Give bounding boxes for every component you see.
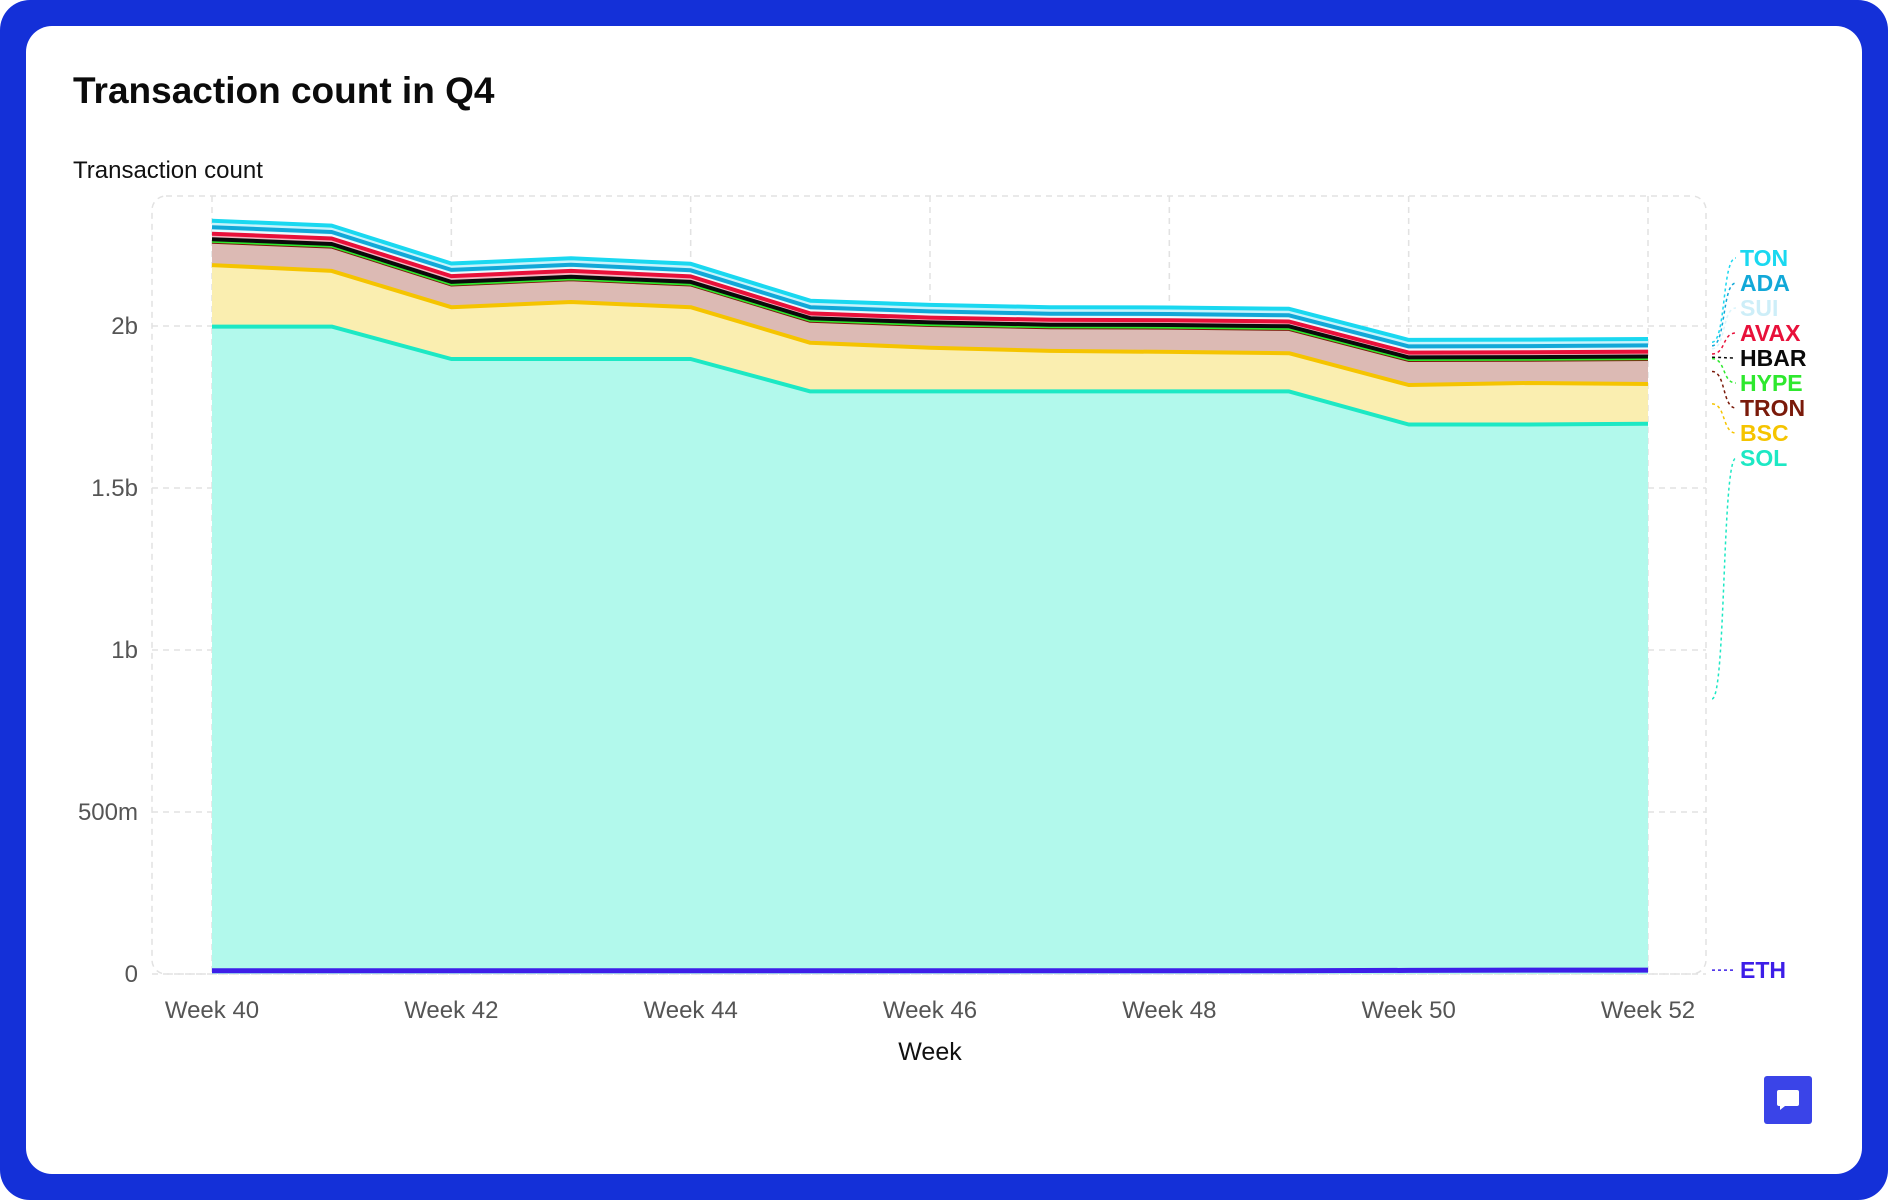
legend-connector	[1711, 370, 1737, 409]
comment-button[interactable]	[1764, 1076, 1812, 1124]
x-tick-label: Week 42	[404, 997, 498, 1024]
legend-label-ada: ADA	[1740, 270, 1790, 296]
chart-areas	[212, 220, 1648, 975]
line-bsc	[211, 263, 1649, 387]
x-tick-label: Week 50	[1362, 997, 1456, 1024]
area-sol	[212, 326, 1648, 975]
legend-label-hbar: HBAR	[1740, 345, 1807, 371]
chart-ticks: 0 500m 1b 1.5b 2b Week 40 Week 42 Week 44 Week 4…	[78, 313, 1695, 1024]
area-tron	[212, 241, 1648, 385]
area-bsc	[212, 265, 1648, 425]
line-eth	[212, 967, 1648, 974]
line-hbar	[211, 237, 1649, 360]
legend-label-hype: HYPE	[1740, 370, 1803, 396]
y-tick-label: 500m	[78, 799, 138, 826]
x-tick-label: Week 46	[883, 997, 977, 1024]
chart-lines	[211, 218, 1649, 974]
legend-label-eth: ETH	[1740, 957, 1786, 983]
legend-connector	[1711, 457, 1737, 700]
legend-connector	[1711, 356, 1737, 359]
x-tick-label: Week 40	[165, 997, 259, 1024]
legend-label-ton: TON	[1740, 245, 1788, 271]
x-tick-label: Week 52	[1601, 997, 1695, 1024]
x-axis-label: Week	[898, 1038, 962, 1066]
y-tick-label: 1b	[111, 637, 138, 664]
x-tick-label: Week 44	[644, 997, 738, 1024]
line-sol	[212, 324, 1649, 427]
legend-label-sol: SOL	[1740, 445, 1787, 471]
comment-icon	[1777, 1090, 1799, 1110]
line-avax	[211, 231, 1649, 355]
y-tick-label: 2b	[111, 313, 138, 340]
line-ada	[211, 225, 1649, 349]
legend-connector	[1711, 307, 1737, 350]
legend-connector	[1711, 403, 1737, 434]
x-tick-label: Week 48	[1122, 997, 1216, 1024]
legend-connector	[1711, 357, 1737, 384]
legend-label-avax: AVAX	[1740, 320, 1801, 346]
y-tick-label: 1.5b	[91, 475, 138, 502]
legend-label-bsc: BSC	[1740, 420, 1789, 446]
legend-connector	[1711, 282, 1737, 347]
y-tick-label: 0	[125, 961, 138, 988]
line-ton	[211, 218, 1649, 342]
page-title: Transaction count in Q4	[73, 70, 495, 111]
legend-connector	[1711, 257, 1737, 343]
y-axis-label: Transaction count	[73, 157, 263, 184]
legend-connector	[1711, 332, 1737, 355]
legend-label-sui: SUI	[1740, 295, 1778, 321]
legend-label-tron: TRON	[1740, 395, 1805, 421]
